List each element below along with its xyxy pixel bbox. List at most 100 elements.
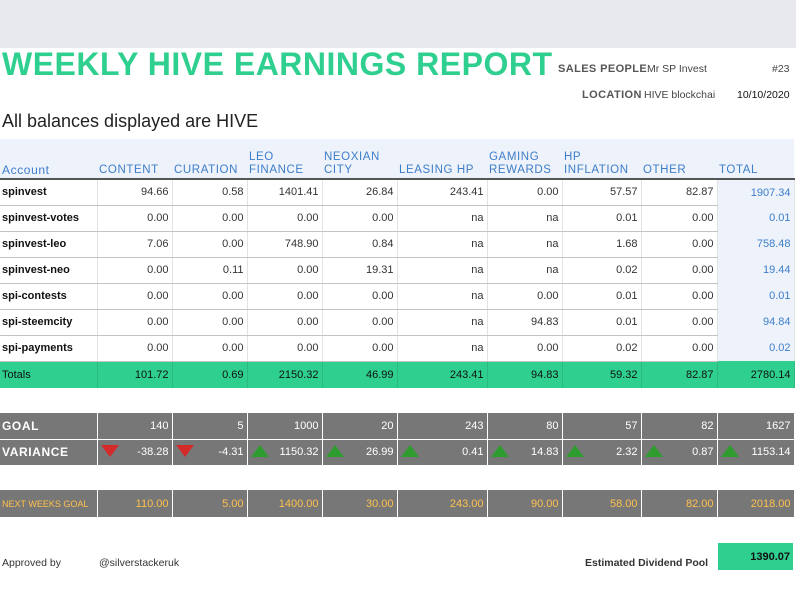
table-cell: 0.00 [487, 283, 563, 310]
totals-cell: 82.87 [641, 361, 718, 388]
table-cell: 0.00 [487, 335, 563, 362]
table-cell: 0.84 [322, 231, 398, 258]
table-cell: 0.01 [562, 205, 642, 232]
up-arrow-icon [565, 444, 584, 457]
table-cell: 0.00 [247, 309, 323, 336]
next-goal-cell: 243.00 [397, 490, 488, 517]
table-cell: 0.00 [172, 231, 248, 258]
goal-cell: 57 [562, 413, 642, 440]
totals-cell: 94.83 [487, 361, 563, 388]
table-cell: na [397, 257, 488, 284]
row-total: 94.84 [717, 309, 795, 335]
table-cell: 0.00 [322, 309, 398, 336]
variance-value: -4.31 [218, 446, 244, 458]
goal-total: 1627 [717, 413, 795, 440]
table-cell: 1.68 [562, 231, 642, 258]
table-cell: 0.01 [562, 309, 642, 336]
report-title: WEEKLY HIVE EARNINGS REPORT [2, 46, 553, 82]
next-goal-cell: 5.00 [172, 490, 248, 517]
table-cell: 0.00 [641, 335, 718, 362]
table-cell: 0.00 [641, 257, 718, 284]
column-header: OTHER [641, 139, 717, 179]
account-name: spi-contests [0, 283, 98, 310]
column-header: LEASING HP [397, 139, 487, 179]
table-cell: 0.00 [172, 309, 248, 336]
table-cell: 7.06 [97, 231, 173, 258]
totals-cell: 0.69 [172, 361, 248, 388]
row-total: 758.48 [717, 231, 795, 257]
goal-cell: 20 [322, 413, 398, 440]
up-arrow-icon [250, 444, 269, 457]
table-cell: 94.83 [487, 309, 563, 336]
totals-row: Totals 101.72 0.69 2150.32 46.99 243.41 … [0, 361, 795, 388]
variance-cell: 14.83 [487, 439, 563, 466]
column-header: GAMING REWARDS [487, 139, 562, 179]
table-cell: 0.00 [487, 178, 563, 206]
table-cell: 0.00 [97, 257, 173, 284]
goal-cell: 82 [641, 413, 718, 440]
account-name: spinvest-neo [0, 257, 98, 284]
table-cell: na [397, 283, 488, 310]
up-arrow-icon [400, 444, 419, 457]
sales-people-value: Mr SP Invest [647, 63, 707, 75]
table-cell: 0.11 [172, 257, 248, 284]
table-cell: na [487, 257, 563, 284]
up-arrow-icon [720, 444, 739, 457]
location-value: HIVE blockchai [644, 89, 716, 101]
totals-cell: 46.99 [322, 361, 398, 388]
table-cell: 0.00 [322, 283, 398, 310]
table-cell: 0.00 [247, 335, 323, 362]
table-row: spinvest-neo 0.00 0.11 0.00 19.31 na na 0.02 0.0… [0, 257, 795, 284]
approved-by-label: Approved by [2, 557, 61, 569]
next-goal-cell: 30.00 [322, 490, 398, 517]
table-row: spinvest-leo 7.06 0.00 748.90 0.84 na na 1.68 0.… [0, 231, 795, 258]
report-number: #23 [772, 63, 790, 75]
table-cell: 0.00 [172, 335, 248, 362]
column-header: TOTAL [717, 139, 794, 179]
table-cell: 0.00 [97, 309, 173, 336]
table-cell: 0.00 [641, 309, 718, 336]
table-cell: 0.00 [641, 283, 718, 310]
variance-row: VARIANCE -38.28 -4.31 1150.32 26.99 0.41 14.8… [0, 439, 795, 466]
variance-value: 1153.14 [751, 446, 791, 458]
row-total: 0.01 [717, 283, 795, 309]
account-name: spinvest [0, 178, 98, 206]
column-header: HP INFLATION [562, 139, 641, 179]
table-cell: na [397, 335, 488, 362]
up-arrow-icon [325, 444, 344, 457]
table-cell: 0.00 [97, 283, 173, 310]
table-cell: 0.00 [247, 257, 323, 284]
variance-value: 26.99 [365, 446, 394, 458]
table-cell: 0.00 [247, 205, 323, 232]
row-total: 0.01 [717, 205, 795, 231]
table-row: spi-steemcity 0.00 0.00 0.00 0.00 na 94.83 0.01… [0, 309, 795, 336]
account-name: spinvest-votes [0, 205, 98, 232]
goal-cell: 5 [172, 413, 248, 440]
table-cell: 748.90 [247, 231, 323, 258]
variance-cell: -4.31 [172, 439, 248, 466]
table-cell: 0.00 [247, 283, 323, 310]
column-header: NEOXIAN CITY [322, 139, 397, 179]
goal-cell: 80 [487, 413, 563, 440]
variance-cell: -38.28 [97, 439, 173, 466]
next-goal-cell: 58.00 [562, 490, 642, 517]
column-header: CURATION [172, 139, 247, 179]
table-cell: 0.00 [97, 335, 173, 362]
up-arrow-icon [644, 444, 663, 457]
table-cell: 0.00 [322, 205, 398, 232]
next-weeks-goal-row: NEXT WEEKS GOAL 110.00 5.00 1400.00 30.0… [0, 490, 795, 517]
table-cell: na [487, 205, 563, 232]
table-row: spinvest-votes 0.00 0.00 0.00 0.00 na na 0.01 0.… [0, 205, 795, 232]
variance-label: VARIANCE [0, 439, 98, 466]
table-cell: na [397, 309, 488, 336]
totals-label: Totals [0, 361, 98, 388]
row-total: 0.02 [717, 335, 795, 361]
table-cell: 0.01 [562, 283, 642, 310]
variance-value: 1150.32 [279, 446, 319, 458]
top-bar [0, 0, 796, 48]
table-cell: 0.00 [641, 205, 718, 232]
totals-cell: 2150.32 [247, 361, 323, 388]
table-header-row: Account CONTENT CURATION LEO FINANCE NEO… [0, 139, 794, 179]
table-cell: 243.41 [397, 178, 488, 206]
location-label: LOCATION [582, 89, 642, 101]
